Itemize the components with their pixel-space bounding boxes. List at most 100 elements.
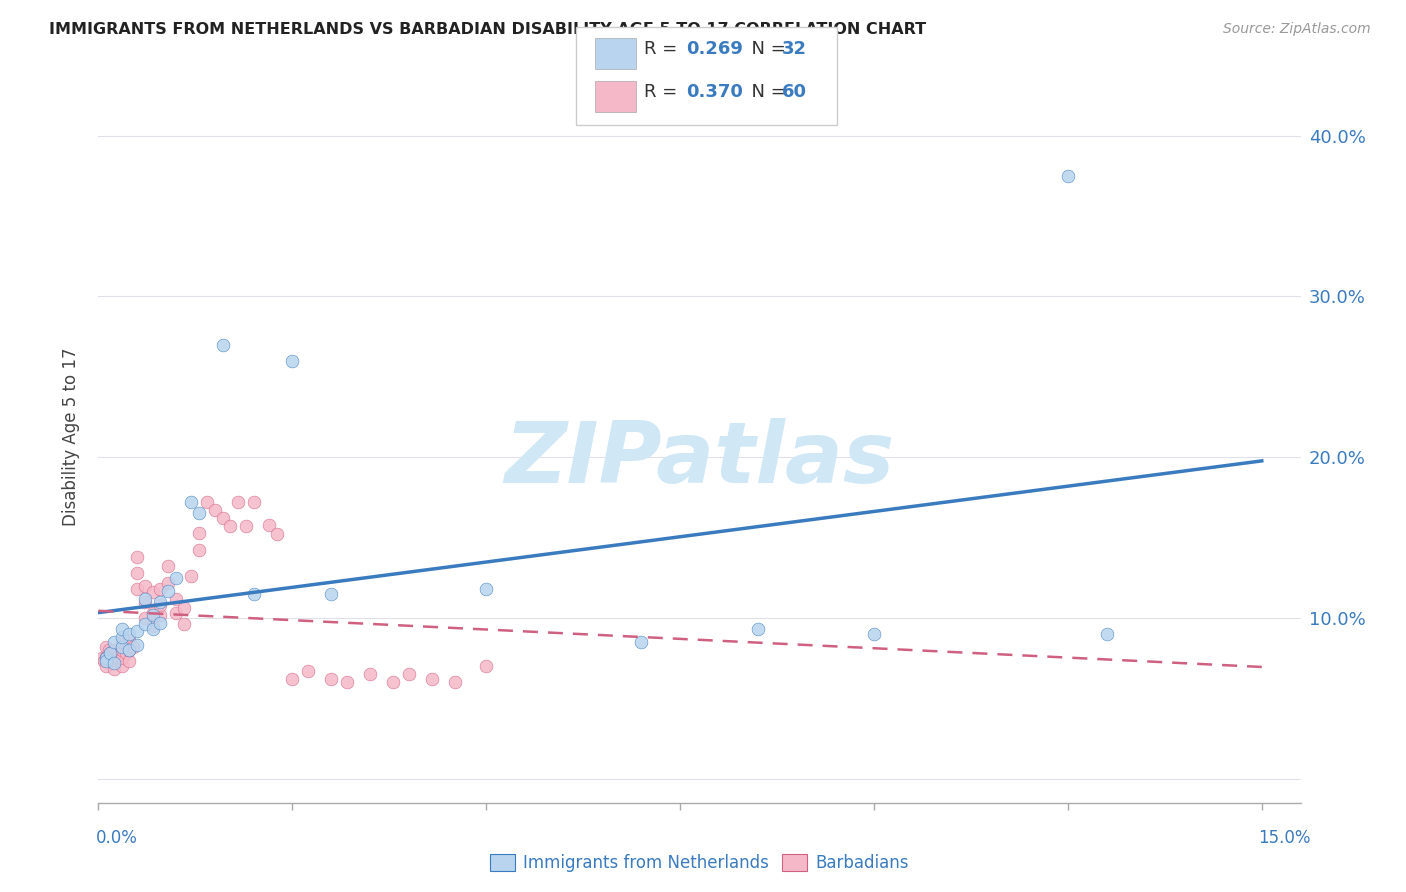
Point (165, 571, 187, 585)
Point (111, 659, 134, 673)
Point (211, 337, 233, 351)
Point (165, 606, 187, 620)
Point (114, 646, 136, 660)
Point (382, 675, 405, 690)
Point (149, 582, 172, 596)
Point (98, 646, 121, 660)
Point (319, 672, 342, 686)
Point (475, 582, 498, 596)
Point (111, 643, 134, 657)
Point (103, 656, 125, 670)
Point (127, 566, 149, 580)
Point (96, 649, 118, 664)
Point (149, 607, 172, 622)
Point (149, 595, 172, 609)
Point (142, 619, 165, 633)
Point (127, 638, 149, 652)
Point (111, 635, 134, 649)
Point (96, 659, 118, 673)
Point (107, 649, 129, 664)
Point (173, 601, 195, 615)
Point (142, 606, 165, 620)
Text: 0.269: 0.269 (686, 40, 742, 58)
Y-axis label: Disability Age 5 to 17: Disability Age 5 to 17 (62, 348, 80, 526)
Point (93, 654, 115, 668)
Text: Source: ZipAtlas.com: Source: ZipAtlas.com (1223, 22, 1371, 37)
Point (226, 495, 249, 509)
Point (242, 587, 264, 601)
Text: 60: 60 (782, 83, 807, 101)
Point (281, 353, 304, 368)
Text: R =: R = (644, 83, 683, 101)
Text: 0.0%: 0.0% (96, 829, 138, 847)
Point (103, 662, 125, 676)
Point (297, 664, 319, 678)
Point (118, 633, 141, 648)
Point (91, 651, 114, 665)
Point (98, 646, 121, 660)
Point (111, 622, 134, 636)
Text: ZIPatlas: ZIPatlas (505, 417, 894, 500)
Point (127, 624, 149, 638)
Point (118, 654, 141, 668)
Point (149, 615, 172, 630)
Point (111, 651, 134, 665)
Point (398, 667, 420, 681)
Point (235, 519, 257, 533)
Point (118, 627, 141, 641)
Point (165, 591, 187, 606)
Point (122, 640, 145, 654)
Point (180, 495, 202, 509)
Text: 15.0%: 15.0% (1258, 829, 1310, 847)
Point (242, 495, 264, 509)
Point (111, 640, 134, 654)
Point (180, 569, 202, 583)
Point (97, 643, 120, 657)
Point (1095, 627, 1118, 641)
Point (863, 627, 886, 641)
Point (266, 527, 288, 541)
Text: 0.370: 0.370 (686, 83, 742, 101)
Point (211, 511, 233, 525)
Point (336, 675, 359, 690)
Point (195, 495, 218, 509)
Point (118, 643, 141, 657)
Point (747, 622, 769, 636)
Point (173, 617, 195, 632)
Legend: Immigrants from Netherlands, Barbadians: Immigrants from Netherlands, Barbadians (484, 847, 915, 879)
Text: R =: R = (644, 40, 683, 58)
Text: N =: N = (740, 83, 792, 101)
Point (319, 587, 342, 601)
Point (420, 672, 443, 686)
Point (142, 585, 165, 599)
Point (219, 519, 242, 533)
Point (1057, 169, 1080, 183)
Text: 32: 32 (782, 40, 807, 58)
Point (134, 591, 156, 606)
Point (103, 635, 125, 649)
Point (118, 643, 141, 657)
Point (630, 635, 652, 649)
Point (111, 630, 134, 644)
Point (96, 651, 118, 665)
Point (134, 595, 156, 609)
Point (142, 607, 165, 622)
Point (204, 503, 226, 517)
Point (96, 654, 118, 668)
Point (134, 579, 156, 593)
Point (127, 582, 149, 596)
Point (475, 659, 498, 673)
Point (157, 583, 180, 598)
Point (157, 559, 180, 574)
Point (127, 549, 149, 564)
Point (134, 611, 156, 625)
Point (103, 643, 125, 657)
Point (359, 667, 381, 681)
Point (257, 517, 280, 532)
Point (142, 622, 165, 636)
Point (134, 617, 156, 632)
Point (188, 543, 211, 558)
Point (96, 640, 118, 654)
Point (188, 525, 211, 540)
Point (157, 575, 180, 590)
